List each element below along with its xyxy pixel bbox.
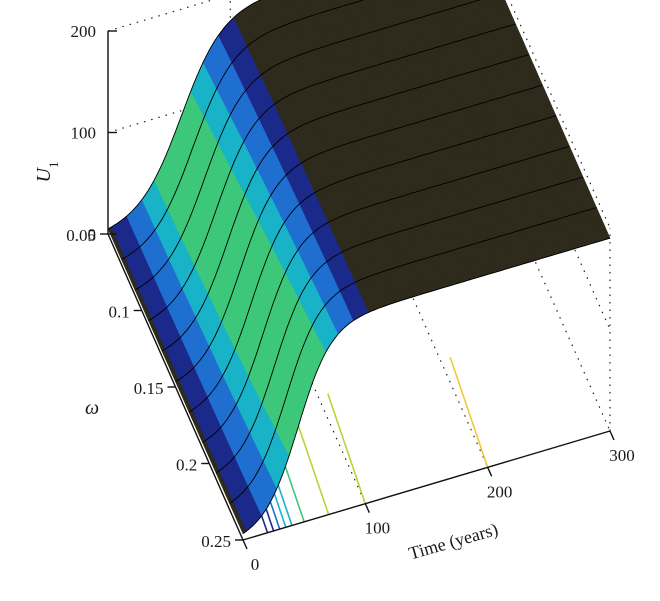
- z-axis-title-subscript: 1: [46, 162, 61, 169]
- time-tick-label: 200: [487, 482, 513, 501]
- mesh-line: [121, 0, 365, 260]
- surface: [107, 0, 611, 535]
- grid-line: [352, 161, 489, 468]
- z-axis-title: U1: [33, 162, 61, 183]
- surface-mesh-lines: [107, 0, 611, 534]
- time-tick-label: 0: [251, 555, 260, 574]
- grid-line: [474, 124, 611, 432]
- mesh-line: [161, 54, 530, 352]
- mesh-line: [107, 0, 262, 230]
- grid-line: [474, 23, 611, 330]
- grid-line: [229, 197, 366, 504]
- mesh-line: [215, 176, 584, 474]
- mesh-line: [188, 115, 557, 413]
- omega-tick-label: 0.25: [201, 532, 231, 551]
- mesh-line: [242, 237, 611, 534]
- mesh-line: [202, 145, 570, 443]
- contour-line: [327, 393, 367, 504]
- omega-tick-label: 0.1: [109, 303, 130, 322]
- contour-line: [449, 357, 489, 468]
- mesh-line: [175, 84, 543, 382]
- z-tick-label: 0: [88, 225, 97, 244]
- time-axis-title: Time (years): [406, 519, 500, 564]
- omega-axis-title: ω: [85, 397, 99, 419]
- z-tick-label: 100: [71, 124, 97, 143]
- omega-tick-label: 0.05: [66, 226, 96, 245]
- mesh-line: [229, 207, 597, 504]
- time-tick: [242, 539, 248, 550]
- mesh-line: [148, 23, 516, 321]
- time-tick-label: 100: [365, 519, 391, 538]
- grid-line: [508, 0, 611, 229]
- grid-lines: [107, 0, 611, 504]
- time-axis-line: [242, 430, 611, 541]
- z-tick-label: 200: [71, 22, 97, 41]
- mesh-line: [134, 0, 482, 291]
- omega-tick-label: 0.2: [176, 456, 197, 475]
- time-tick-label: 300: [609, 446, 635, 465]
- axes: [100, 30, 615, 550]
- time-tick: [609, 430, 615, 441]
- omega-tick-label: 0.15: [134, 379, 164, 398]
- time-tick: [487, 467, 493, 477]
- time-tick: [364, 503, 370, 513]
